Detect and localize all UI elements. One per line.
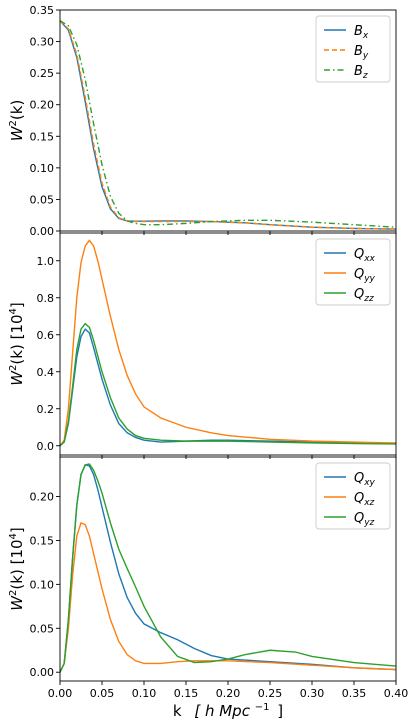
series-line-qxz bbox=[60, 521, 396, 673]
legend-label: Qxy bbox=[354, 471, 376, 488]
y-tick-label: 0.15 bbox=[30, 130, 55, 143]
y-axis-label: W2(k) [104] bbox=[8, 302, 26, 386]
x-tick-label: 0.00 bbox=[48, 687, 73, 700]
legend: Qxy Qxz Qyz bbox=[315, 462, 391, 530]
panel-1: 0.000.050.100.150.200.250.300.35W2(k)BxB… bbox=[8, 4, 397, 238]
legend-label: Qyy bbox=[354, 267, 376, 284]
y-tick-label: 0.05 bbox=[30, 193, 55, 206]
y-tick-label: 0.8 bbox=[37, 292, 55, 305]
y-tick-label: 0.2 bbox=[37, 403, 55, 416]
panel-3: 0.00 0.05 0.10 0.15 0.20 0.00 0.05 0.10 0.15 0.20… bbox=[8, 456, 409, 700]
legend: Qxx Qyy Qzz bbox=[315, 238, 391, 306]
legend-label: Bx bbox=[354, 24, 369, 41]
y-tick-label: 0.30 bbox=[30, 36, 55, 49]
y-tick-label: 0.00 bbox=[30, 225, 55, 238]
series-line-by bbox=[60, 20, 396, 230]
legend: Bx By Bz bbox=[315, 15, 391, 83]
y-tick-label: 0.20 bbox=[30, 99, 55, 112]
y-tick-label: 0.20 bbox=[30, 491, 55, 504]
x-tick-label: 0.30 bbox=[300, 687, 325, 700]
y-tick-label: 0.6 bbox=[37, 329, 55, 342]
series-line-qyz bbox=[60, 463, 396, 673]
y-axis-label: W2(k) [104] bbox=[8, 527, 26, 611]
series-line-qyy bbox=[60, 239, 396, 447]
x-label-main: k bbox=[173, 702, 182, 720]
y-tick-label: 0.10 bbox=[30, 578, 55, 591]
x-tick-label: 0.25 bbox=[258, 687, 283, 700]
x-tick-label: 0.20 bbox=[216, 687, 241, 700]
y-tick-label: 0.00 bbox=[30, 666, 55, 679]
legend-box bbox=[315, 238, 391, 306]
panel-2: 0.0 0.2 0.4 0.6 0.8 1.0 W2(k) [104] Qxx Qyy Qzz bbox=[8, 232, 397, 459]
x-tick-label: 0.05 bbox=[90, 687, 115, 700]
legend-label: Qxx bbox=[354, 247, 376, 264]
x-tick-label: 0.40 bbox=[384, 687, 409, 700]
x-label-close: ] bbox=[277, 702, 283, 720]
legend-label: Qxz bbox=[354, 491, 375, 508]
x-label-sup: −1 bbox=[255, 702, 270, 713]
x-tick-label: 0.35 bbox=[342, 687, 367, 700]
series-line-bz bbox=[60, 20, 396, 228]
y-tick-label: 0.25 bbox=[30, 67, 55, 80]
y-tick-label: 0.35 bbox=[30, 4, 55, 17]
series-line-qzz bbox=[60, 322, 396, 447]
series-line-qxx bbox=[60, 328, 396, 447]
x-label-unit: [ h Mpc bbox=[194, 702, 250, 720]
panels: 0.000.050.100.150.200.250.300.35W2(k)BxB… bbox=[8, 4, 408, 700]
y-tick-label: 0.05 bbox=[30, 622, 55, 635]
y-tick-label: 0.4 bbox=[37, 366, 55, 379]
y-tick-label: 1.0 bbox=[37, 255, 55, 268]
legend-box bbox=[315, 462, 391, 530]
x-tick-label: 0.10 bbox=[132, 687, 157, 700]
y-axis-label: W2(k) bbox=[8, 100, 26, 142]
legend-label: Qzz bbox=[354, 287, 374, 304]
legend-label: By bbox=[354, 44, 369, 61]
legend-box bbox=[315, 15, 391, 83]
y-tick-label: 0.0 bbox=[37, 440, 55, 453]
y-tick-label: 0.15 bbox=[30, 534, 55, 547]
x-tick-label: 0.15 bbox=[174, 687, 199, 700]
legend-label: Qyz bbox=[354, 511, 375, 528]
svg-text:k [ h Mpc −1: k [ h Mpc −1 ] bbox=[173, 696, 283, 720]
y-tick-label: 0.10 bbox=[30, 162, 55, 175]
x-axis-label: k [ h Mpc −1 ] bbox=[173, 696, 283, 720]
legend-label: Bz bbox=[354, 64, 368, 81]
